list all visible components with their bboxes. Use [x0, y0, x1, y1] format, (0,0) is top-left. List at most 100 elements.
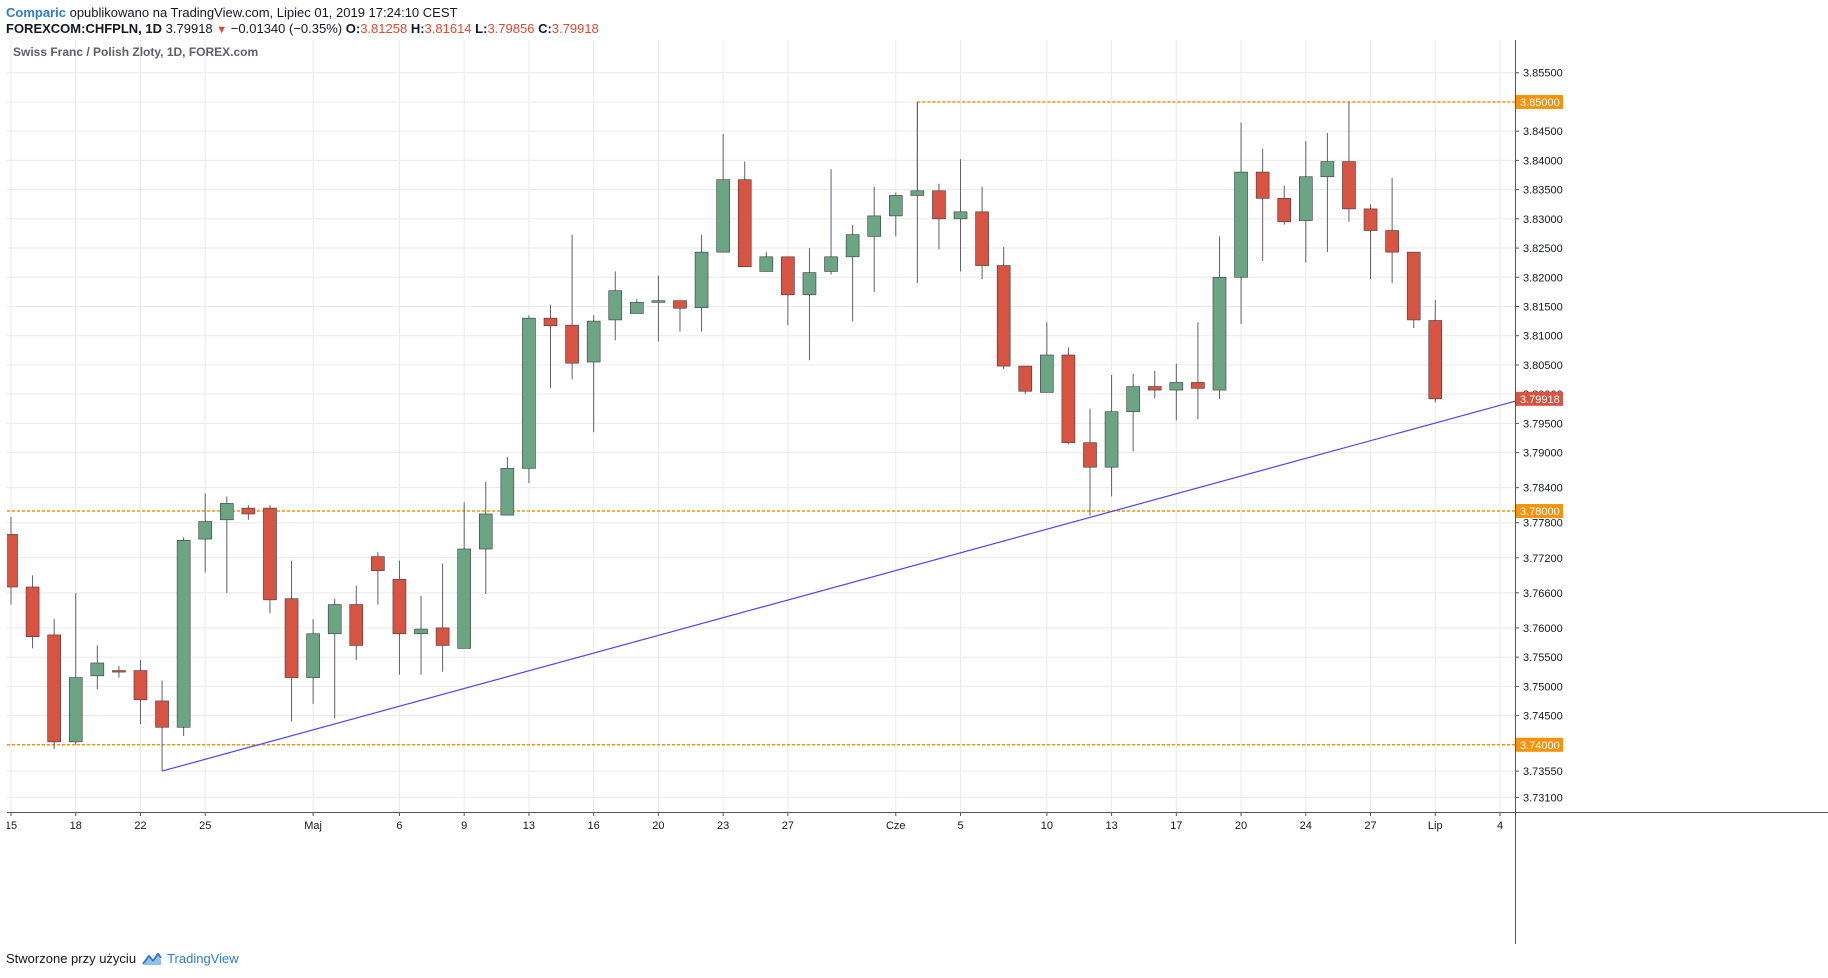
- candle-down[interactable]: [1255, 171, 1270, 199]
- candle-up[interactable]: [845, 234, 860, 258]
- high-label: H:: [410, 21, 425, 36]
- y-tick-label: 3.74500: [1523, 711, 1563, 723]
- candle-down[interactable]: [25, 586, 40, 637]
- symbol-name: FOREXCOM:CHFPLN,: [6, 21, 142, 36]
- y-tick-label: 3.81500: [1523, 301, 1563, 313]
- x-tick-label: 5: [957, 820, 963, 832]
- candle-up[interactable]: [867, 215, 882, 237]
- candle-down[interactable]: [284, 598, 299, 678]
- candle-up[interactable]: [522, 317, 536, 469]
- y-tick-label: 3.79000: [1523, 448, 1563, 460]
- candle-up[interactable]: [68, 677, 83, 743]
- candle-up[interactable]: [327, 604, 342, 635]
- candle-down[interactable]: [543, 317, 558, 327]
- y-tick-label: 3.73100: [1523, 792, 1563, 804]
- publish-text: opublikowano na TradingView.com, Lipiec …: [69, 5, 458, 20]
- candle-down[interactable]: [1385, 230, 1399, 253]
- interval-label: 1D: [145, 21, 163, 36]
- candle-up[interactable]: [716, 179, 730, 253]
- candle-down[interactable]: [737, 179, 752, 268]
- y-tick-label: 3.76600: [1523, 588, 1563, 600]
- symbol-info-bar: FOREXCOM:CHFPLN, 1D 3.79918 ▼ −0.01340 (…: [6, 20, 599, 39]
- candle-up[interactable]: [759, 256, 774, 272]
- candle-up[interactable]: [176, 539, 191, 728]
- x-tick-label: 20: [1235, 820, 1247, 832]
- x-tick-label: 10: [1041, 820, 1053, 832]
- last-price-tag: [1516, 391, 1563, 406]
- candle-down[interactable]: [1342, 161, 1356, 210]
- candle-up[interactable]: [1234, 171, 1248, 278]
- price-change: −0.01340 (−0.35%): [230, 21, 343, 36]
- trendline[interactable]: [161, 400, 1516, 772]
- candle-up[interactable]: [306, 633, 320, 678]
- candle-down[interactable]: [1277, 198, 1292, 223]
- candle-up[interactable]: [414, 628, 428, 635]
- candle-up[interactable]: [90, 662, 105, 677]
- candle-down[interactable]: [112, 670, 126, 673]
- candle-down[interactable]: [155, 700, 169, 728]
- candle-down[interactable]: [996, 265, 1011, 367]
- candle-down[interactable]: [47, 634, 61, 743]
- y-tick-label: 3.75000: [1523, 681, 1563, 693]
- candle-up[interactable]: [1212, 276, 1227, 391]
- candle-down[interactable]: [263, 507, 277, 601]
- candle-up[interactable]: [888, 195, 903, 217]
- candle-up[interactable]: [630, 302, 644, 314]
- candle-down[interactable]: [371, 556, 385, 571]
- candle-up[interactable]: [457, 548, 471, 649]
- candle-down[interactable]: [241, 507, 256, 515]
- candle-down[interactable]: [392, 579, 407, 635]
- candle-up[interactable]: [910, 190, 925, 196]
- level-price-tag: [1516, 737, 1563, 752]
- candle-up[interactable]: [478, 513, 493, 550]
- candle-down[interactable]: [932, 190, 946, 220]
- candle-down[interactable]: [781, 256, 795, 296]
- candle-down[interactable]: [7, 534, 18, 588]
- candle-up[interactable]: [802, 272, 817, 296]
- candle-down[interactable]: [1018, 365, 1033, 392]
- y-tick-label: 3.76000: [1523, 623, 1563, 635]
- candle-up[interactable]: [220, 503, 234, 521]
- candle-up[interactable]: [1299, 176, 1313, 221]
- candle-up[interactable]: [1104, 411, 1119, 468]
- x-tick-label: 24: [1300, 820, 1312, 832]
- candle-up[interactable]: [824, 256, 838, 272]
- candle-down[interactable]: [1191, 382, 1205, 389]
- x-tick-label: 23: [717, 820, 729, 832]
- candle-down[interactable]: [1406, 251, 1421, 321]
- candle-up[interactable]: [1320, 161, 1335, 178]
- y-tick-label: 3.84500: [1523, 126, 1563, 138]
- candle-down[interactable]: [975, 211, 989, 266]
- x-tick-label: 27: [1364, 820, 1376, 832]
- tradingview-link[interactable]: TradingView: [167, 951, 239, 966]
- x-tick-label: 13: [1105, 820, 1117, 832]
- y-tick-label: 3.81000: [1523, 331, 1563, 343]
- candlestick-chart[interactable]: 3.85500 3.85000 3.84500 3.84000 3.83500 3.830…: [7, 40, 1828, 944]
- candle-up[interactable]: [198, 521, 213, 540]
- close-value: 3.79918: [551, 21, 599, 36]
- candle-down[interactable]: [1363, 208, 1378, 231]
- candle-down[interactable]: [1428, 320, 1443, 400]
- author-link[interactable]: Comparic: [6, 5, 66, 20]
- chart-area[interactable]: 3.85500 3.85000 3.84500 3.84000 3.83500 3.830…: [7, 40, 1828, 944]
- candle-down[interactable]: [349, 604, 364, 646]
- candle-up[interactable]: [694, 251, 709, 308]
- candle-down[interactable]: [1147, 386, 1162, 391]
- candle-up[interactable]: [500, 468, 515, 516]
- level-price-tag: [1516, 94, 1563, 109]
- candle-up[interactable]: [651, 300, 666, 303]
- candle-up[interactable]: [1169, 382, 1184, 391]
- candle-up[interactable]: [1040, 354, 1054, 393]
- candle-down[interactable]: [673, 300, 687, 309]
- candle-up[interactable]: [608, 290, 623, 321]
- candle-up[interactable]: [586, 320, 601, 363]
- level-price-label: 3.85000: [1520, 97, 1560, 109]
- candle-down[interactable]: [435, 627, 450, 646]
- candle-down[interactable]: [133, 670, 148, 701]
- publish-info: Comparic opublikowano na TradingView.com…: [6, 4, 457, 21]
- candle-up[interactable]: [953, 211, 968, 220]
- candle-up[interactable]: [1126, 386, 1140, 412]
- candle-down[interactable]: [1083, 442, 1097, 468]
- candle-down[interactable]: [1061, 354, 1076, 443]
- candle-down[interactable]: [565, 324, 579, 364]
